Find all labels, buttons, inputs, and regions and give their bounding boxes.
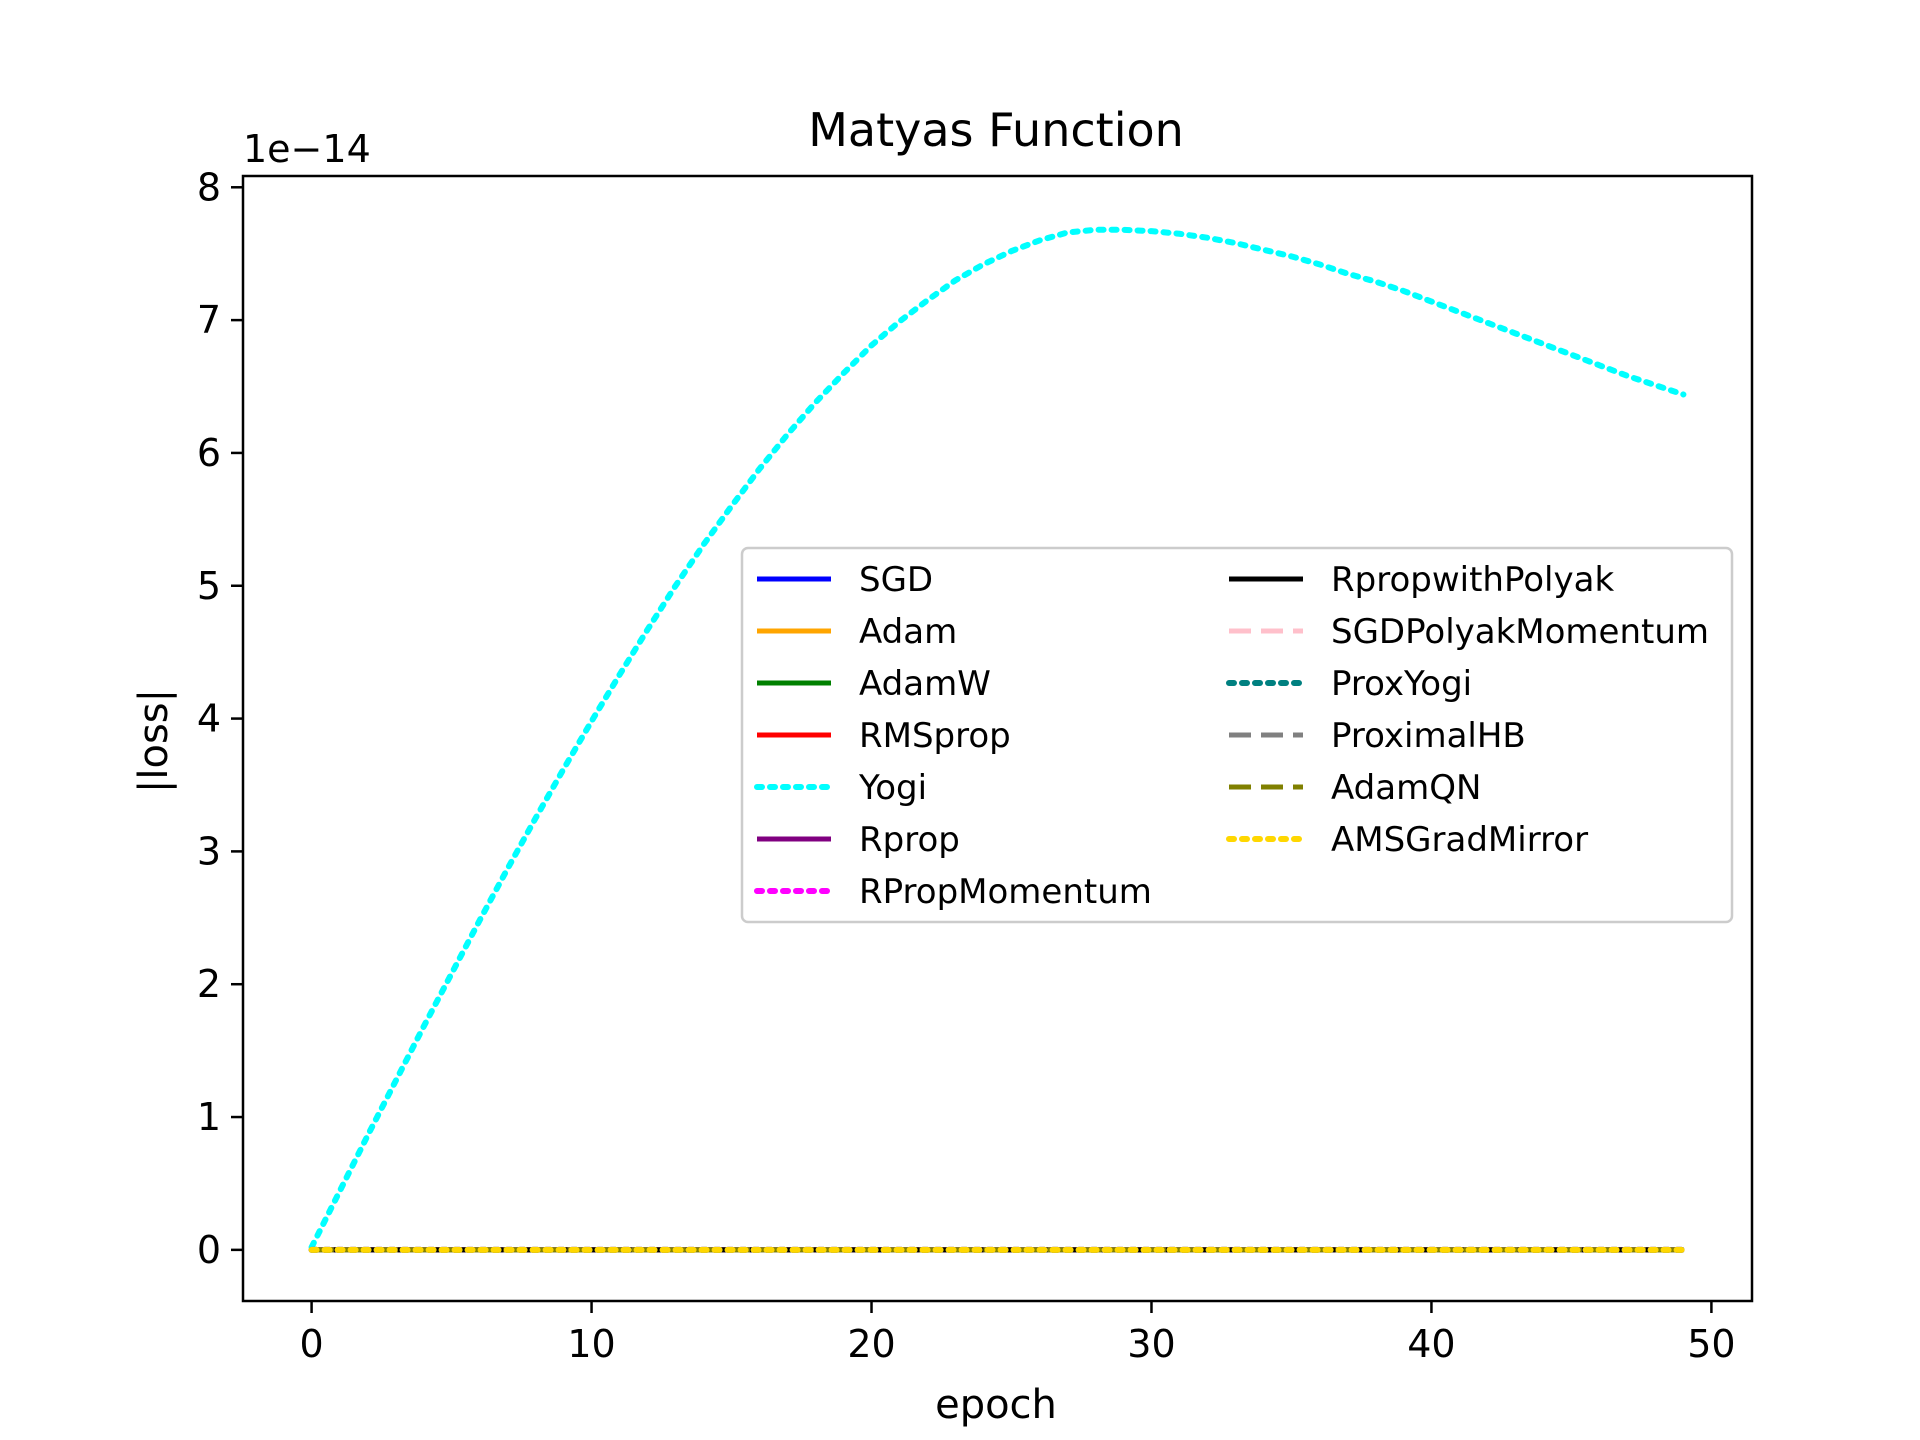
- x-tick-label: 10: [567, 1322, 615, 1366]
- y-tick-label: 7: [197, 298, 221, 342]
- y-tick-label: 4: [197, 697, 221, 741]
- x-tick-label: 50: [1687, 1322, 1735, 1366]
- legend-label: Rprop: [859, 820, 960, 860]
- legend-item: AMSGradMirror: [1226, 820, 1588, 860]
- x-tick-label: 40: [1407, 1322, 1455, 1366]
- legend-label: ProximalHB: [1331, 716, 1526, 756]
- legend-label: ProxYogi: [1331, 664, 1472, 704]
- legend-label: RMSprop: [859, 716, 1011, 756]
- y-axis-label: |loss|: [131, 689, 177, 793]
- y-tick-label: 3: [197, 829, 221, 873]
- legend-item: ProximalHB: [1229, 716, 1526, 756]
- series-line-yogi: [308, 226, 1687, 1251]
- y-tick-label: 1: [197, 1095, 221, 1139]
- legend-item: Rprop: [757, 820, 960, 860]
- legend-label: Yogi: [858, 768, 927, 808]
- y-tick-label: 0: [197, 1228, 221, 1272]
- y-tick-label: 5: [197, 564, 221, 608]
- legend-label: AdamW: [859, 664, 991, 704]
- x-tick-label: 20: [847, 1322, 895, 1366]
- legend-item: RMSprop: [757, 716, 1011, 756]
- x-tick-label: 0: [299, 1322, 323, 1366]
- legend-item: Adam: [757, 612, 957, 652]
- y-tick-label: 6: [197, 431, 221, 475]
- legend-label: RPropMomentum: [859, 872, 1152, 912]
- legend: SGD Adam AdamW RMSprop Yogi Rprop RPropMomentu…: [740, 546, 1734, 924]
- axes-frame: [241, 174, 1754, 1303]
- plot-area: [241, 174, 1754, 1303]
- legend-label: AdamQN: [1331, 768, 1481, 808]
- legend-label: SGD: [859, 560, 933, 600]
- legend-item: AdamW: [757, 664, 991, 704]
- legend-item: RpropwithPolyak: [1229, 560, 1614, 600]
- legend-label: SGDPolyakMomentum: [1331, 612, 1709, 652]
- legend-item: ProxYogi: [1226, 664, 1472, 704]
- x-axis-label: epoch: [935, 1382, 1057, 1428]
- legend-item: SGD: [757, 560, 933, 600]
- legend-item: Yogi: [754, 768, 927, 808]
- legend-item: AdamQN: [1229, 768, 1481, 808]
- x-axis: 0 10 20 30 40 50: [299, 1301, 1736, 1366]
- y-offset-text: 1e−14: [243, 127, 371, 171]
- x-tick-label: 30: [1127, 1322, 1175, 1366]
- legend-label: Adam: [859, 612, 957, 652]
- legend-item: SGDPolyakMomentum: [1229, 612, 1709, 652]
- legend-item: RPropMomentum: [754, 872, 1152, 912]
- y-tick-label: 8: [197, 165, 221, 209]
- y-tick-label: 2: [197, 962, 221, 1006]
- legend-label: RpropwithPolyak: [1331, 560, 1614, 600]
- legend-label: AMSGradMirror: [1331, 820, 1588, 860]
- y-axis: 0 1 2 3 4 5 6 7 8: [197, 165, 243, 1272]
- chart-title: Matyas Function: [808, 103, 1184, 157]
